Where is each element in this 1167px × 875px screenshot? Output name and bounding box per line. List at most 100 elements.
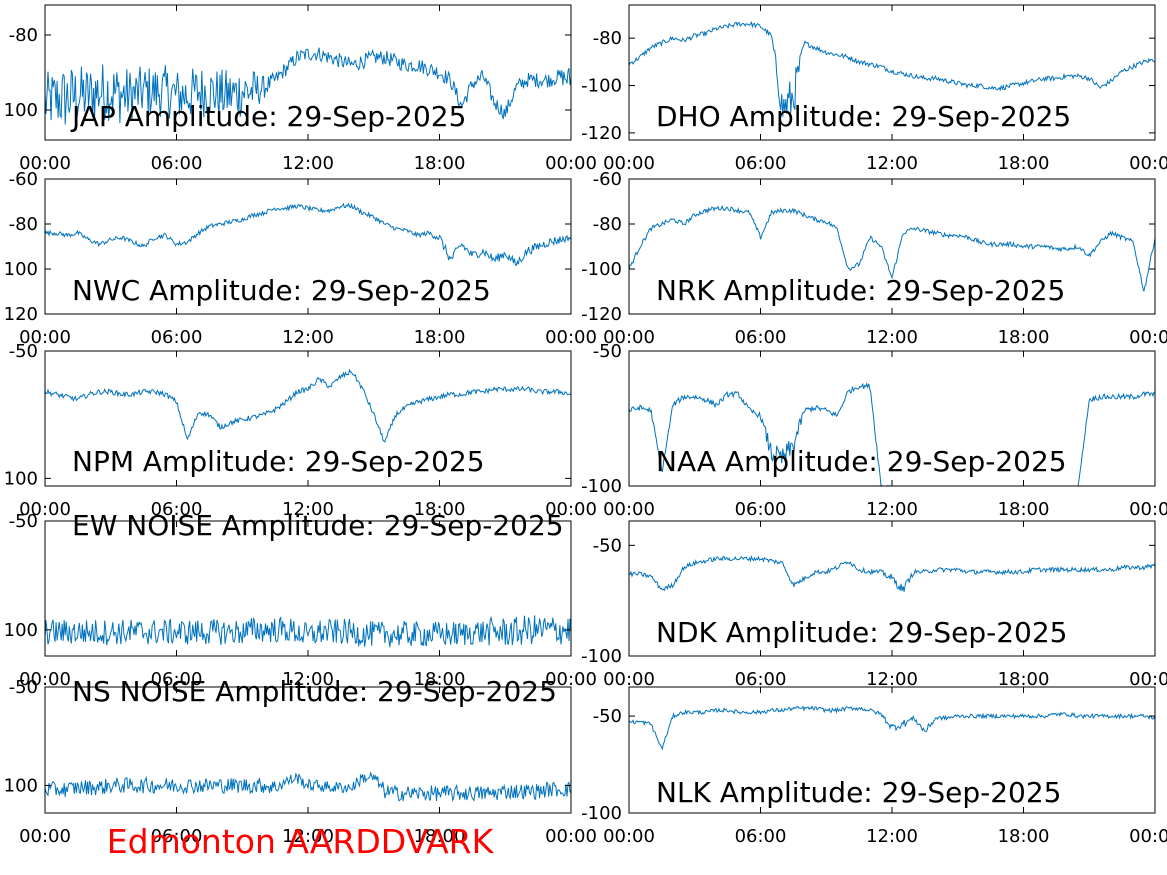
panel-title: NWC Amplitude: 29-Sep-2025 xyxy=(72,274,491,307)
series-line xyxy=(629,20,1155,117)
x-tick-label: 06:00 xyxy=(151,499,203,520)
x-tick-label: 00:00 xyxy=(545,826,597,847)
panel-ns-noise: -50 100 00:00 06:00 12:00 18:00 00:00 NS NOISE … xyxy=(4,675,597,847)
x-tick-label: 12:00 xyxy=(866,153,918,174)
y-tick-label: -120 xyxy=(581,123,622,144)
y-tick-label: 100 xyxy=(4,620,38,641)
station-footer-label: Edmonton AARDDVARK xyxy=(107,822,495,861)
panel-title: JAP Amplitude: 29-Sep-2025 xyxy=(70,100,466,133)
x-tick-label: 00:00 xyxy=(19,499,71,520)
x-tick-label: 06:00 xyxy=(735,669,787,690)
panel-nrk: -60-80-100-12000:0006:0012:0018:0000:00N… xyxy=(581,169,1167,348)
x-tick-label: 18:00 xyxy=(998,153,1050,174)
x-tick-label: 00:00 xyxy=(545,499,597,520)
y-tick-label: -50 xyxy=(593,341,622,362)
x-tick-label: 00:00 xyxy=(545,669,597,690)
y-tick-label: -100 xyxy=(581,259,622,280)
y-tick-label: -60 xyxy=(9,169,38,190)
panel-title: DHO Amplitude: 29-Sep-2025 xyxy=(656,100,1071,133)
panel-ew-noise: -50 100 00:00 06:00 12:00 18:00 00:00 EW NOISE … xyxy=(4,509,597,690)
x-tick-label: 18:00 xyxy=(998,826,1050,847)
series-line xyxy=(629,382,1155,486)
x-tick-label: 00:00 xyxy=(1129,826,1167,847)
panel-title: NAA Amplitude: 29-Sep-2025 xyxy=(656,445,1067,478)
y-tick-label: -100 xyxy=(581,803,622,824)
series-line xyxy=(629,204,1155,292)
series-line xyxy=(45,202,571,266)
x-tick-label: 00:00 xyxy=(603,826,655,847)
panel-title: NPM Amplitude: 29-Sep-2025 xyxy=(72,445,485,478)
x-tick-label: 12:00 xyxy=(282,327,334,348)
x-tick-label: 00:00 xyxy=(545,153,597,174)
y-tick-label: -120 xyxy=(581,304,622,325)
panel-title: NDK Amplitude: 29-Sep-2025 xyxy=(656,616,1067,649)
x-tick-label: 00:00 xyxy=(545,327,597,348)
y-tick-label: -100 xyxy=(581,476,622,497)
panel-jap: -80 100 00:00 06:00 12:00 18:00 00:00 JAP Ampli… xyxy=(4,4,597,174)
y-tick-label: 100 xyxy=(4,468,38,489)
y-tick-label: -60 xyxy=(593,169,622,190)
panel-title: EW NOISE Amplitude: 29-Sep-2025 xyxy=(72,509,564,542)
y-tick-label: 100 xyxy=(4,775,38,796)
series-line xyxy=(45,47,571,125)
x-tick-label: 06:00 xyxy=(735,153,787,174)
x-tick-label: 12:00 xyxy=(866,669,918,690)
panel-dho: -80-100-12000:0006:0012:0018:0000:00DHO … xyxy=(581,4,1167,174)
x-tick-label: 18:00 xyxy=(414,669,466,690)
x-tick-label: 00:00 xyxy=(19,153,71,174)
y-tick-label: 100 xyxy=(4,100,38,121)
y-tick-label: 100 xyxy=(4,259,38,280)
x-tick-label: 00:00 xyxy=(1129,153,1167,174)
x-tick-label: 06:00 xyxy=(151,669,203,690)
x-tick-label: 00:00 xyxy=(19,826,71,847)
x-tick-label: 12:00 xyxy=(866,826,918,847)
x-tick-label: 06:00 xyxy=(151,826,203,847)
y-tick-label: -80 xyxy=(593,28,622,49)
x-tick-label: 06:00 xyxy=(151,153,203,174)
panel-title: NS NOISE Amplitude: 29-Sep-2025 xyxy=(72,675,557,708)
y-tick-label: -50 xyxy=(9,511,38,532)
series-line xyxy=(45,615,571,648)
y-tick-label: -80 xyxy=(9,214,38,235)
series-line xyxy=(629,705,1155,751)
x-tick-label: 00:00 xyxy=(603,153,655,174)
x-tick-label: 18:00 xyxy=(414,826,466,847)
x-tick-label: 12:00 xyxy=(866,327,918,348)
x-tick-label: 00:00 xyxy=(19,327,71,348)
x-tick-label: 06:00 xyxy=(735,499,787,520)
x-tick-label: 18:00 xyxy=(414,327,466,348)
series-line xyxy=(45,771,571,803)
y-tick-label: -50 xyxy=(593,535,622,556)
x-tick-label: 00:00 xyxy=(603,499,655,520)
y-tick-label: -100 xyxy=(581,646,622,667)
x-tick-label: 00:00 xyxy=(19,669,71,690)
x-tick-label: 00:00 xyxy=(603,669,655,690)
x-tick-label: 18:00 xyxy=(998,669,1050,690)
panel-title: NLK Amplitude: 29-Sep-2025 xyxy=(656,776,1062,809)
y-tick-label: -50 xyxy=(9,677,38,698)
series-line xyxy=(45,368,571,443)
x-tick-label: 12:00 xyxy=(282,669,334,690)
x-tick-label: 00:00 xyxy=(603,327,655,348)
x-tick-label: 18:00 xyxy=(998,499,1050,520)
x-tick-label: 12:00 xyxy=(282,153,334,174)
y-tick-label: -100 xyxy=(581,76,622,97)
x-tick-label: 12:00 xyxy=(866,499,918,520)
x-tick-label: 12:00 xyxy=(282,499,334,520)
x-tick-label: 18:00 xyxy=(414,153,466,174)
x-tick-label: 12:00 xyxy=(282,826,334,847)
x-tick-label: 00:00 xyxy=(1129,327,1167,348)
y-tick-label: -50 xyxy=(593,706,622,727)
y-tick-label: -80 xyxy=(9,25,38,46)
series-line xyxy=(629,554,1155,592)
x-tick-label: 06:00 xyxy=(151,327,203,348)
x-tick-label: 00:00 xyxy=(1129,669,1167,690)
panel-title: NRK Amplitude: 29-Sep-2025 xyxy=(656,274,1065,307)
x-tick-label: 06:00 xyxy=(735,327,787,348)
x-tick-label: 06:00 xyxy=(735,826,787,847)
